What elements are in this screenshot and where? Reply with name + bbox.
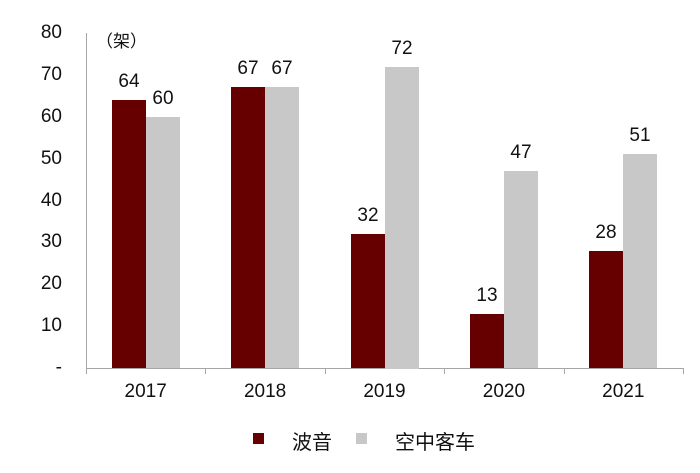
legend-swatch-airbus xyxy=(356,433,367,444)
y-tick-label: 60 xyxy=(40,105,62,127)
y-tick-label: 40 xyxy=(40,189,62,211)
y-tick-label: 50 xyxy=(40,147,62,169)
x-axis-line xyxy=(86,368,683,369)
value-label: 28 xyxy=(595,222,617,243)
value-label: 72 xyxy=(391,38,413,59)
unit-label: （架） xyxy=(96,32,147,52)
bar-boeing xyxy=(470,314,504,368)
value-label: 64 xyxy=(118,71,140,92)
y-tick-label: - xyxy=(55,357,62,378)
x-tick-label: 2019 xyxy=(363,381,406,402)
x-tick-mark xyxy=(564,368,565,374)
bar-boeing xyxy=(351,234,385,368)
legend-label-airbus: 空中客车 xyxy=(395,430,475,454)
y-tick-label: 20 xyxy=(40,273,62,295)
bar-boeing xyxy=(112,100,146,368)
value-label: 67 xyxy=(237,58,259,79)
x-tick-label: 2020 xyxy=(482,381,526,402)
x-tick-mark xyxy=(205,368,206,374)
x-tick-label: 2018 xyxy=(243,381,287,402)
legend-label-boeing: 波音 xyxy=(292,430,332,454)
value-label: 67 xyxy=(271,58,293,79)
x-tick-label: 2021 xyxy=(602,381,645,402)
bar-airbus xyxy=(623,154,657,368)
bar-airbus xyxy=(265,87,299,368)
legend: 波音 空中客车 xyxy=(0,424,700,454)
bar-airbus xyxy=(385,67,419,369)
value-label: 60 xyxy=(152,88,174,109)
y-tick-label: 70 xyxy=(40,63,62,85)
legend-swatch-boeing xyxy=(253,433,264,444)
x-tick-mark xyxy=(86,368,87,374)
x-tick-mark xyxy=(683,368,684,374)
bar-boeing xyxy=(231,87,265,368)
bar-boeing xyxy=(589,251,623,368)
x-tick-label: 2017 xyxy=(124,381,167,402)
y-axis-line xyxy=(86,33,87,369)
bar-airbus xyxy=(146,117,180,368)
y-tick-label: 10 xyxy=(40,315,62,337)
value-label: 32 xyxy=(357,205,379,226)
bar-airbus xyxy=(504,171,538,368)
y-tick-label: 80 xyxy=(40,22,62,43)
y-tick-label: 30 xyxy=(40,231,62,253)
value-label: 51 xyxy=(629,125,651,146)
x-tick-mark xyxy=(325,368,326,374)
x-tick-mark xyxy=(444,368,445,374)
value-label: 13 xyxy=(476,285,498,306)
value-label: 47 xyxy=(510,142,532,163)
